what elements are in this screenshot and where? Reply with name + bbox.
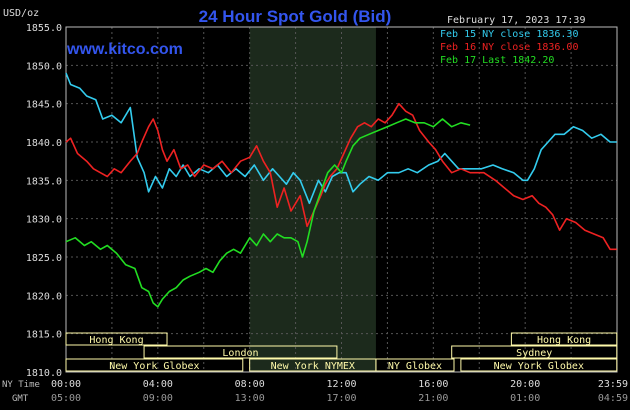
series-line-feb17 — [65, 118, 471, 308]
series-line-feb15 — [65, 72, 617, 205]
session-bar — [65, 332, 168, 346]
y-tick-label: 1810.0 — [26, 368, 62, 379]
session-bar — [143, 345, 338, 359]
x-tick-label-ny: 00:00 — [51, 379, 81, 390]
session-label: New York Globex — [109, 361, 199, 372]
session-label: New York NYMEX — [271, 361, 355, 372]
x-tick-label-gmt: 05:00 — [51, 393, 81, 404]
y-tick-label: 1845.0 — [26, 100, 62, 111]
x-tick-label-gmt: 21:00 — [418, 393, 448, 404]
nymex-hours-shade — [249, 27, 376, 372]
chart-title: 24 Hour Spot Gold (Bid) — [199, 7, 392, 26]
legend-entry-feb17: Feb 17 Last 1842.20 — [440, 55, 554, 66]
session-label: London — [222, 348, 258, 359]
date-label: February 17, 2023 17:39 — [447, 15, 585, 26]
x-tick-label-ny: 12:00 — [326, 379, 356, 390]
y-tick-label: 1830.0 — [26, 215, 62, 226]
y-tick-label: 1815.0 — [26, 330, 62, 341]
session-bar — [451, 345, 618, 359]
y-tick-label: 1820.0 — [26, 291, 62, 302]
x-tick-label-ny: 04:00 — [143, 379, 173, 390]
y-tick-label: 1840.0 — [26, 138, 62, 149]
x-tick-label-ny: 20:00 — [510, 379, 540, 390]
session-bar — [510, 332, 618, 346]
watermark: www.kitco.com — [66, 41, 183, 58]
x-tick-label-ny: 23:59 — [598, 379, 628, 390]
session-label: New York Globex — [494, 361, 584, 372]
plot-frame — [65, 26, 618, 373]
session-bar — [375, 358, 455, 372]
session-label: Hong Kong — [89, 335, 143, 346]
y-tick-label: 1850.0 — [26, 61, 62, 72]
session-bar — [65, 358, 244, 372]
y-tick-label: 1825.0 — [26, 253, 62, 264]
session-bar — [460, 358, 618, 372]
legend: Feb 15 NY close 1836.30 Feb 16 NY close … — [440, 29, 578, 66]
x-tick-label-gmt: 17:00 — [326, 393, 356, 404]
unit-label: USD/oz — [3, 8, 39, 19]
x-tick-label-gmt: 04:59 — [598, 393, 628, 404]
gmt-label: GMT — [12, 394, 29, 404]
x-tick-label-gmt: 01:00 — [510, 393, 540, 404]
y-tick-label: 1855.0 — [26, 23, 62, 34]
series-line-feb16 — [65, 102, 617, 251]
legend-entry-feb16: Feb 16 NY close 1836.00 — [440, 42, 578, 53]
legend-entry-feb15: Feb 15 NY close 1836.30 — [440, 29, 578, 40]
x-tick-label-gmt: 13:00 — [235, 393, 265, 404]
session-label: Sydney — [516, 348, 552, 359]
session-label: NY Globex — [388, 361, 442, 372]
x-tick-label-gmt: 09:00 — [143, 393, 173, 404]
session-label: Hong Kong — [537, 335, 591, 346]
x-tick-label-ny: 16:00 — [418, 379, 448, 390]
x-tick-label-ny: 08:00 — [235, 379, 265, 390]
y-tick-label: 1835.0 — [26, 176, 62, 187]
ny-time-label: NY Time — [2, 380, 40, 390]
